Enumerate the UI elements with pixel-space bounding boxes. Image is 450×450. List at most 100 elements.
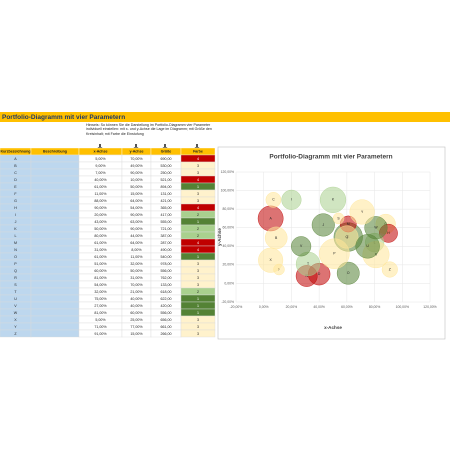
table-cell <box>30 168 80 177</box>
cell-value: 60,00% <box>130 311 143 315</box>
x-tick-label: 40,00% <box>313 305 325 309</box>
column-header: Kurzbezeichnung <box>1 149 31 153</box>
cell-value: 1 <box>197 255 199 259</box>
note: Hinweis: So können Sie die Darstellung i… <box>86 123 212 136</box>
table-cell <box>30 315 80 324</box>
table-cell <box>30 280 80 289</box>
x-tick-label: 100,00% <box>396 305 409 309</box>
cell-value: 20,00% <box>94 213 107 217</box>
table-cell <box>30 154 80 163</box>
cell-value: 11,00% <box>131 255 144 259</box>
cell-value: 21,00% <box>130 290 143 294</box>
x-tick-label: 120,00% <box>423 305 436 309</box>
x-tick-label: -20,00% <box>230 305 243 309</box>
cell-value: 250,00 <box>161 171 172 175</box>
table-cell <box>30 259 80 268</box>
cell-value: 555,00 <box>161 220 172 224</box>
row-label: W <box>14 311 18 315</box>
row-label: H <box>14 206 17 210</box>
cell-value: 90,00% <box>94 206 107 210</box>
cell-value: 75,00% <box>94 297 107 301</box>
x-tick-label: 20,00% <box>286 305 298 309</box>
cell-value: 50,00% <box>130 185 143 189</box>
cell-value: 556,00 <box>161 311 172 315</box>
bubble <box>281 189 302 210</box>
cell-value: 50,00% <box>94 227 107 231</box>
cell-value: 81,00% <box>94 311 107 315</box>
table-cell <box>30 210 80 219</box>
x-axis-title: x-Achse <box>324 325 342 330</box>
cell-value: 44,00% <box>130 234 143 238</box>
table-cell <box>30 203 80 212</box>
bubble <box>332 212 345 225</box>
bubble-label: X <box>270 258 273 262</box>
cell-value: 90,00% <box>130 171 143 175</box>
cell-value: 3 <box>197 325 199 329</box>
cell-value: 1 <box>197 304 199 308</box>
cell-value: 762,00 <box>161 276 172 280</box>
cell-value: 3 <box>197 192 199 196</box>
cell-value: 266,00 <box>161 332 172 336</box>
cell-value: 71,00% <box>94 325 107 329</box>
cell-value: 54,00% <box>130 206 143 210</box>
cell-value: 3 <box>197 269 199 273</box>
cell-value: 618,00 <box>161 290 172 294</box>
cell-value: 88,00% <box>94 199 107 203</box>
cell-value: 90,00% <box>130 227 143 231</box>
table-cell <box>30 175 80 184</box>
cell-value: 40,00% <box>94 178 107 182</box>
bubble-label: B <box>275 236 278 240</box>
y-axis-title: y-Achse <box>217 228 222 246</box>
cell-value: 15,00% <box>130 192 143 196</box>
bubble <box>381 261 398 278</box>
y-tick-label: 120,00% <box>221 170 234 174</box>
cell-value: 4 <box>197 178 199 182</box>
table-cell <box>30 245 80 254</box>
cell-value: 3 <box>197 332 199 336</box>
cell-value: 80,00% <box>94 234 107 238</box>
cell-value: 61,00% <box>94 241 107 245</box>
bubble <box>336 261 360 285</box>
cell-value: 690,00 <box>161 157 172 161</box>
cell-value: 77,00% <box>130 325 143 329</box>
cell-value: 70,00% <box>130 283 143 287</box>
table-cell <box>30 287 80 296</box>
row-label: U <box>14 297 17 301</box>
cell-value: 131,00 <box>161 192 172 196</box>
cell-value: 5,00% <box>95 318 106 322</box>
cell-value: 1 <box>197 185 199 189</box>
bubble-label: M <box>347 222 350 226</box>
cell-value: 1 <box>197 297 199 301</box>
cell-value: 15,00% <box>130 332 143 336</box>
cell-value: 3 <box>197 262 199 266</box>
table-cell <box>30 273 80 282</box>
cell-value: 521,00 <box>161 178 172 182</box>
table-cell <box>30 238 80 247</box>
cell-value: 91,00% <box>94 332 107 336</box>
y-tick-label: 80,00% <box>223 207 235 211</box>
cell-value: 64,00% <box>130 241 143 245</box>
cell-value: 417,00 <box>161 213 172 217</box>
row-label: B <box>14 164 17 168</box>
bubble-label: Y <box>361 210 364 214</box>
row-label: O <box>14 255 17 259</box>
cell-value: 32,00% <box>94 290 107 294</box>
table-cell <box>30 231 80 240</box>
cell-value: 365,00 <box>161 206 172 210</box>
table-cell <box>30 322 80 331</box>
bubble <box>319 186 347 213</box>
cell-value: 387,00 <box>161 234 172 238</box>
cell-value: 3 <box>197 171 199 175</box>
bubble <box>335 225 359 249</box>
cell-value: 4 <box>197 157 199 161</box>
cell-value: 4 <box>197 241 199 245</box>
cell-value: 40,00% <box>130 304 143 308</box>
row-label: I <box>15 213 16 217</box>
table-cell <box>30 182 80 191</box>
cell-value: 54,00% <box>94 283 107 287</box>
title-bar <box>0 112 450 122</box>
row-label: V <box>14 304 17 308</box>
cell-value: 420,00 <box>161 304 172 308</box>
bubble-label: K <box>332 198 335 202</box>
